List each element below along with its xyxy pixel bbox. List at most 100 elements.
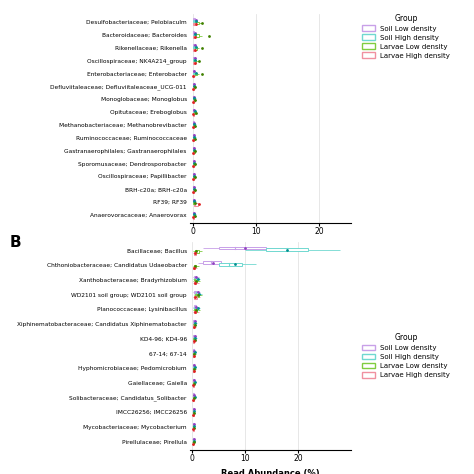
Bar xyxy=(193,426,194,429)
Bar xyxy=(193,160,194,163)
Bar xyxy=(193,18,195,21)
Bar xyxy=(193,59,195,61)
Bar xyxy=(193,410,194,412)
X-axis label: Read Abundance (%): Read Abundance (%) xyxy=(221,469,319,474)
Bar xyxy=(193,425,194,427)
Bar xyxy=(193,353,194,356)
Bar xyxy=(193,113,194,116)
Bar xyxy=(193,150,195,153)
Bar xyxy=(193,199,194,201)
Bar xyxy=(195,250,199,253)
Bar xyxy=(193,173,194,175)
Bar xyxy=(193,408,194,411)
Bar xyxy=(194,265,196,267)
Bar xyxy=(193,149,195,151)
Bar xyxy=(193,112,195,114)
Bar xyxy=(192,438,193,440)
Bar xyxy=(193,383,194,385)
Bar xyxy=(193,62,195,64)
Bar xyxy=(193,99,195,101)
Bar xyxy=(193,20,196,22)
Bar xyxy=(266,248,309,251)
Bar xyxy=(193,72,196,74)
Bar xyxy=(219,263,242,266)
Bar xyxy=(193,200,195,202)
Bar xyxy=(194,276,196,279)
Bar xyxy=(193,147,194,149)
Bar xyxy=(193,340,194,343)
Bar xyxy=(193,366,195,368)
Bar xyxy=(194,309,197,311)
Bar xyxy=(194,291,198,293)
Bar xyxy=(193,97,195,100)
Bar xyxy=(193,174,195,177)
Bar xyxy=(203,261,221,264)
Bar xyxy=(193,364,194,367)
Bar xyxy=(193,393,194,396)
Bar xyxy=(194,278,198,280)
Bar xyxy=(193,338,195,341)
Bar xyxy=(193,176,195,178)
Bar xyxy=(193,335,195,337)
Bar xyxy=(193,165,194,167)
Bar xyxy=(193,88,194,90)
Bar xyxy=(193,320,195,323)
Bar xyxy=(193,439,194,442)
Bar xyxy=(193,110,195,112)
Bar xyxy=(193,216,194,219)
Bar xyxy=(193,351,195,354)
Bar xyxy=(194,307,198,310)
Bar xyxy=(193,86,195,88)
X-axis label: Read Abundance (%): Read Abundance (%) xyxy=(221,241,319,250)
Bar xyxy=(193,349,194,352)
Bar xyxy=(193,423,194,426)
Bar xyxy=(193,23,196,26)
Bar xyxy=(193,57,195,59)
Bar xyxy=(193,137,195,140)
Bar xyxy=(194,280,197,282)
Bar xyxy=(193,136,195,138)
Bar xyxy=(193,121,194,124)
Bar xyxy=(193,74,194,77)
Bar xyxy=(193,211,194,214)
Bar xyxy=(193,84,195,87)
Bar xyxy=(193,186,194,188)
Bar xyxy=(193,152,194,154)
Bar xyxy=(193,100,194,103)
Bar xyxy=(194,60,196,63)
Bar xyxy=(193,381,195,383)
Bar xyxy=(193,397,194,400)
Bar xyxy=(193,163,195,165)
Bar xyxy=(193,70,194,72)
Bar xyxy=(193,368,194,370)
Bar xyxy=(193,412,194,414)
Bar xyxy=(193,355,194,357)
Legend: Soil Low density, Soil High density, Larvae Low density, Larvae High density: Soil Low density, Soil High density, Lar… xyxy=(362,333,450,378)
Bar xyxy=(193,123,195,125)
Bar xyxy=(193,83,194,85)
Bar xyxy=(193,337,195,339)
Bar xyxy=(195,292,199,295)
Bar xyxy=(192,443,193,446)
Bar xyxy=(194,296,197,299)
Bar xyxy=(193,134,194,137)
Bar xyxy=(193,325,194,328)
Bar xyxy=(193,162,195,164)
Bar xyxy=(193,324,195,326)
Bar xyxy=(219,246,266,249)
Bar xyxy=(193,202,195,204)
Bar xyxy=(193,213,195,216)
Bar xyxy=(194,47,197,50)
Bar xyxy=(193,31,194,34)
Bar xyxy=(193,109,194,111)
Bar xyxy=(193,215,195,217)
Text: B: B xyxy=(9,235,21,250)
Bar xyxy=(193,266,195,269)
Bar xyxy=(194,203,198,206)
Bar xyxy=(193,369,194,372)
Bar xyxy=(193,46,196,48)
Bar xyxy=(193,125,195,127)
Bar xyxy=(193,139,194,141)
Bar xyxy=(193,322,195,324)
Bar xyxy=(195,294,199,297)
